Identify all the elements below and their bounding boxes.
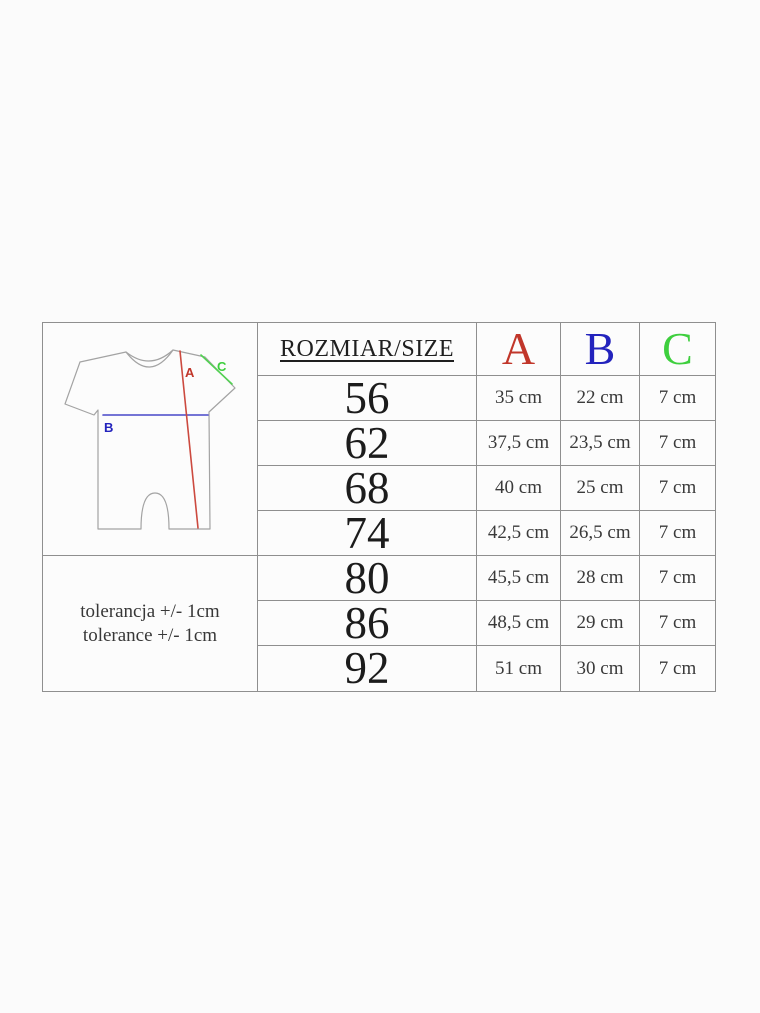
tolerance-note-pl: tolerancja +/- 1cm [80,600,220,622]
romper-outline [63,349,236,530]
value-a-80: 45,5 cm [477,556,561,601]
diagram-label-b: B [104,420,113,435]
header-col-b: B [561,323,640,376]
value-b-80: 28 cm [561,556,640,601]
size-cell-56: 56 [258,376,477,421]
value-a-56: 35 cm [477,376,561,421]
size-cell-80: 80 [258,556,477,601]
value-a-68: 40 cm [477,466,561,511]
value-c-74: 7 cm [640,511,715,556]
size-header-text: ROZMIAR/SIZE [280,335,454,362]
size-cell-92: 92 [258,646,477,691]
value-b-62: 23,5 cm [561,421,640,466]
diagram-label-c: C [217,359,227,374]
value-c-86: 7 cm [640,601,715,646]
romper-collar-line [124,349,174,362]
value-c-56: 7 cm [640,376,715,421]
measure-line-c-icon [199,354,233,385]
garment-diagram-cell: A B C [43,323,258,556]
measure-line-a-icon [178,350,199,529]
value-a-74: 42,5 cm [477,511,561,556]
diagram-label-a: A [185,365,195,380]
header-col-a: A [477,323,561,376]
value-c-80: 7 cm [640,556,715,601]
size-cell-86: 86 [258,601,477,646]
value-a-92: 51 cm [477,646,561,691]
value-b-74: 26,5 cm [561,511,640,556]
header-size-label: ROZMIAR/SIZE [258,323,477,376]
value-a-86: 48,5 cm [477,601,561,646]
value-b-68: 25 cm [561,466,640,511]
header-col-c: C [640,323,715,376]
size-cell-74: 74 [258,511,477,556]
tolerance-note-en: tolerance +/- 1cm [82,624,218,646]
value-b-86: 29 cm [561,601,640,646]
value-b-92: 30 cm [561,646,640,691]
value-a-62: 37,5 cm [477,421,561,466]
value-b-56: 22 cm [561,376,640,421]
value-c-92: 7 cm [658,657,697,679]
romper-diagram: A B C [63,349,236,530]
value-c-68: 7 cm [640,466,715,511]
tolerance-note-cell: tolerancja +/- 1cm tolerance +/- 1cm [43,556,258,691]
size-cell-62: 62 [258,421,477,466]
value-c-62: 7 cm [640,421,715,466]
size-cell-68: 68 [258,466,477,511]
size-chart-table: A B C tolerancja +/- 1cm tolerance +/- 1… [42,322,716,692]
